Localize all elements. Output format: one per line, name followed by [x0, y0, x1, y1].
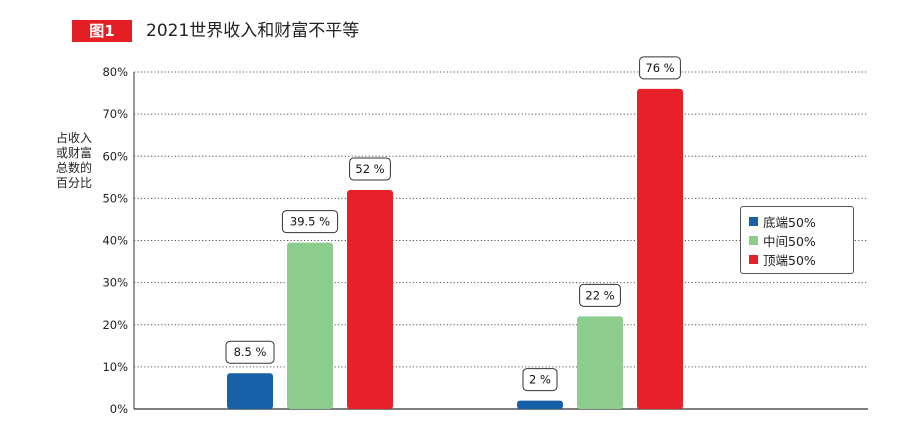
bar	[227, 373, 273, 409]
data-label-box	[349, 157, 391, 181]
data-label: 76 %	[645, 61, 674, 75]
y-axis-label-line: 总数的	[55, 161, 92, 175]
y-axis-label-line: 或财富	[55, 146, 92, 160]
y-tick-label: 10%	[102, 360, 128, 374]
legend-swatch	[749, 217, 758, 226]
legend-item-top-50: 顶端50%	[749, 250, 853, 269]
legend-label: 顶端50%	[763, 253, 816, 268]
y-tick-label: 60%	[102, 149, 128, 163]
data-label-box	[281, 210, 339, 234]
y-axis-label-line: 占收入	[55, 131, 92, 145]
figure-header: 图1 2021世界收入和财富不平等	[0, 0, 924, 60]
chart-title: 2021世界收入和财富不平等	[146, 21, 360, 41]
data-label: 8.5 %	[234, 345, 267, 359]
y-tick-label: 40%	[102, 234, 128, 248]
bar	[287, 242, 333, 409]
bar	[517, 400, 563, 409]
bar	[347, 189, 393, 409]
figure-tag: 图1	[72, 20, 132, 42]
legend-label: 底端50%	[763, 215, 816, 230]
y-tick-label: 50%	[102, 191, 128, 205]
legend-item-bottom-50: 底端50%	[749, 212, 853, 231]
legend-label: 中间50%	[763, 234, 816, 249]
data-label: 52 %	[355, 162, 384, 176]
legend-item-middle-50: 中间50%	[749, 231, 853, 250]
y-tick-label: 20%	[102, 318, 128, 332]
y-tick-label: 0%	[110, 402, 128, 416]
data-label: 22 %	[585, 288, 614, 302]
legend-swatch	[749, 255, 758, 264]
legend: 底端50% 中间50% 顶端50%	[740, 206, 854, 274]
data-label: 39.5 %	[290, 215, 330, 229]
legend-swatch	[749, 236, 758, 245]
data-label-box	[522, 368, 558, 392]
y-tick-label: 30%	[102, 276, 128, 290]
data-label-box	[639, 56, 681, 80]
y-tick-label: 80%	[102, 65, 128, 79]
y-axis-label: 占收入 或财富 总数的 百分比	[44, 131, 104, 191]
bar	[637, 88, 683, 409]
data-label-box	[579, 283, 621, 307]
y-tick-label: 70%	[102, 107, 128, 121]
data-label: 2 %	[529, 373, 551, 387]
data-label-box	[225, 340, 275, 364]
y-axis-label-line: 百分比	[55, 176, 92, 190]
bar	[577, 316, 623, 409]
